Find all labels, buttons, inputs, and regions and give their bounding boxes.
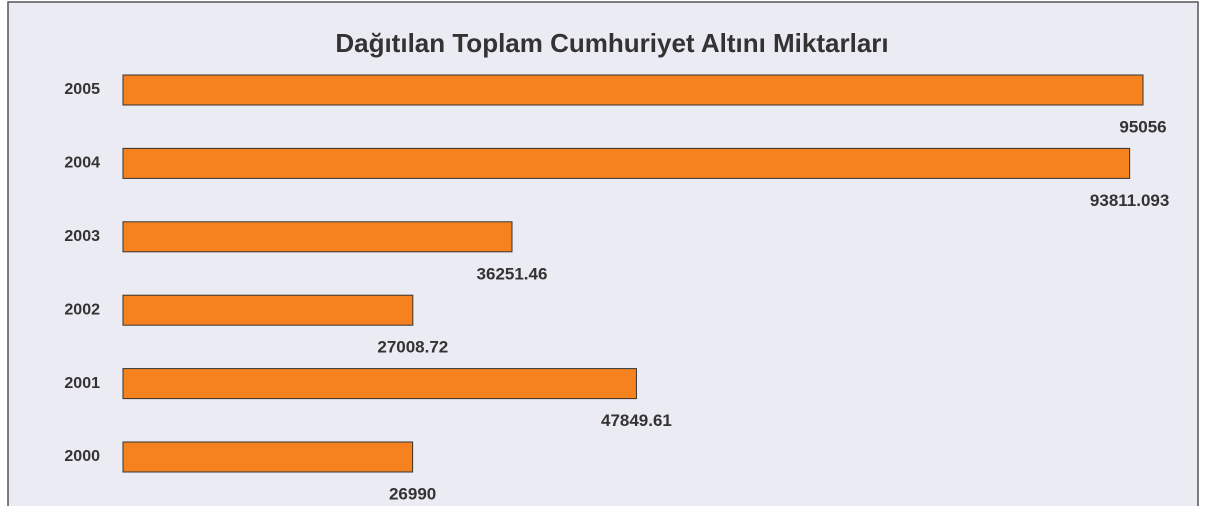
y-tick-label: 2001 [64, 375, 100, 392]
data-label: 47849.61 [601, 411, 672, 430]
bar [122, 368, 637, 400]
y-tick-label: 2005 [64, 81, 100, 98]
y-tick-label: 2003 [64, 228, 100, 245]
chart-title: Dağıtılan Toplam Cumhuriyet Altını Mikta… [335, 28, 888, 58]
data-label: 93811.093 [1090, 191, 1169, 210]
bar [122, 147, 1131, 179]
bar [122, 74, 1144, 106]
bar [122, 441, 414, 473]
y-tick-label: 2000 [64, 448, 100, 465]
bar [122, 294, 414, 326]
data-label: 36251.46 [477, 264, 548, 283]
bar [122, 221, 513, 253]
data-label: 95056 [1119, 117, 1166, 136]
y-tick-label: 2004 [64, 155, 100, 172]
y-tick-label: 2002 [64, 301, 100, 318]
data-label: 26990 [389, 484, 436, 503]
data-label: 27008.72 [377, 338, 448, 357]
